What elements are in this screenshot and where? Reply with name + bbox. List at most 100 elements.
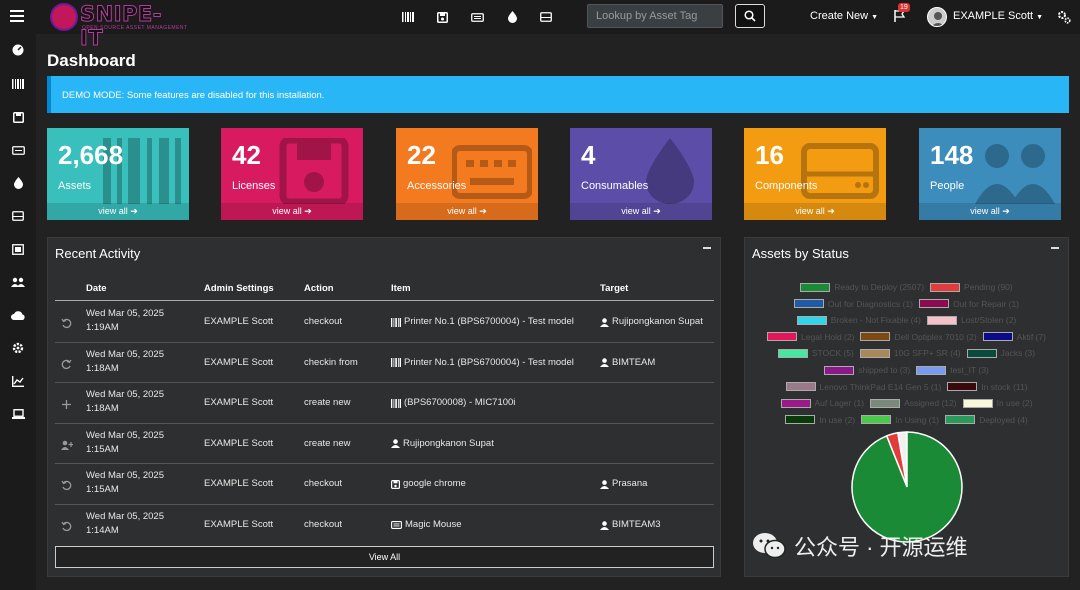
view-all-link[interactable]: view all ➔ xyxy=(919,203,1061,220)
legend-swatch xyxy=(780,398,811,408)
view-all-link[interactable]: view all ➔ xyxy=(744,203,886,220)
legend-item[interactable]: In stock (11) xyxy=(947,382,1027,392)
row-item[interactable]: (BPS6700008) - MIC7100i xyxy=(391,396,515,410)
column-header-date[interactable]: Date xyxy=(86,283,107,294)
assets-icon[interactable] xyxy=(400,9,416,25)
legend-swatch xyxy=(785,415,816,425)
legend-item[interactable]: Dell Optiplex 7010 (2) xyxy=(860,331,977,342)
legend-item[interactable]: Out for Repair (1) xyxy=(918,299,1019,309)
legend-label: Dell Optiplex 7010 (2) xyxy=(894,331,977,342)
row-item[interactable]: Magic Mouse xyxy=(391,518,462,532)
tile-assets[interactable]: 2,668 Assets view all ➔ xyxy=(47,128,189,220)
sidebar-import-cloud-icon[interactable] xyxy=(10,307,26,323)
legend-item[interactable]: Auf Lager (1) xyxy=(780,398,864,408)
column-header-action[interactable]: Action xyxy=(304,283,334,294)
collapse-minus-icon[interactable] xyxy=(703,247,711,249)
legend-item[interactable]: 10G SFP+ SR (4) xyxy=(859,348,961,358)
tile-people[interactable]: 148 People view all ➔ xyxy=(919,128,1061,220)
sidebar-consumables-icon[interactable] xyxy=(10,175,26,191)
legend-item[interactable]: Out for Diagnostics (1) xyxy=(793,299,913,309)
legend-item[interactable]: Pending (90) xyxy=(930,282,1013,292)
dashboard-icon[interactable] xyxy=(10,42,26,58)
column-header-admin[interactable]: Admin Settings xyxy=(204,283,274,294)
search-button[interactable] xyxy=(735,4,765,28)
licenses-icon[interactable] xyxy=(434,9,450,25)
user-menu-dropdown[interactable]: EXAMPLE Scott ▼ xyxy=(953,10,1043,22)
legend-item[interactable]: Broken - Not Fixable (4) xyxy=(796,315,921,325)
tile-count: 16 xyxy=(755,140,784,170)
tile-licenses[interactable]: 42 Licenses view all ➔ xyxy=(221,128,363,220)
accessories-icon[interactable] xyxy=(469,9,485,25)
view-all-link[interactable]: view all ➔ xyxy=(47,203,189,220)
row-admin[interactable]: EXAMPLE Scott xyxy=(204,437,274,449)
row-admin[interactable]: EXAMPLE Scott xyxy=(204,356,274,368)
sidebar-kits-icon[interactable] xyxy=(10,241,26,257)
legend-item[interactable]: Legal Hold (2) xyxy=(767,332,854,342)
user-avatar[interactable] xyxy=(927,7,947,27)
row-admin[interactable]: EXAMPLE Scott xyxy=(204,519,274,530)
row-target[interactable]: Rujipongkanon Supat xyxy=(600,315,703,329)
logo[interactable]: SNIPE-IT OPEN SOURCE ASSET MANAGEMENT xyxy=(50,2,187,51)
legend-item[interactable]: STOCK (5) xyxy=(777,348,854,359)
pie-slice-ready-to-deploy[interactable] xyxy=(851,431,963,543)
settings-cogs-icon[interactable] xyxy=(1057,10,1071,24)
consumables-icon[interactable] xyxy=(504,9,520,25)
caret-down-icon: ▼ xyxy=(1036,14,1044,21)
asset-tag-search-input[interactable]: Lookup by Asset Tag xyxy=(587,4,723,28)
legend-item[interactable]: test_IT (3) xyxy=(916,365,989,375)
legend-item[interactable]: Assigned (12) xyxy=(870,398,957,408)
column-header-target[interactable]: Target xyxy=(600,283,629,294)
barcode-icon xyxy=(391,398,401,408)
sidebar-components-icon[interactable] xyxy=(10,208,26,224)
barcode-icon xyxy=(391,358,401,368)
sidebar-accessories-icon[interactable] xyxy=(10,142,26,158)
tile-accessories[interactable]: 22 Accessories view all ➔ xyxy=(396,128,538,220)
user-plus-icon xyxy=(61,438,73,450)
legend-item[interactable]: Aktif (7) xyxy=(982,332,1046,342)
tile-components[interactable]: 16 Components view all ➔ xyxy=(744,128,886,220)
row-item[interactable]: Printer No.1 (BPS6700004) - Test model xyxy=(391,356,574,370)
row-date: Wed Mar 05, 2025 1:18AM xyxy=(86,348,164,374)
row-action: create new xyxy=(304,437,351,449)
sidebar-assets-icon[interactable] xyxy=(10,76,26,92)
row-admin[interactable]: EXAMPLE Scott xyxy=(204,397,274,409)
legend-item[interactable]: In Using (1) xyxy=(861,415,939,425)
row-admin[interactable]: EXAMPLE Scott xyxy=(204,316,274,327)
view-all-link[interactable]: view all ➔ xyxy=(221,203,363,220)
sidebar-reports-icon[interactable] xyxy=(10,373,26,389)
create-new-dropdown[interactable]: Create New ▼ xyxy=(810,10,878,22)
legend-item[interactable]: Jacks (3) xyxy=(966,348,1035,358)
sidebar-licenses-icon[interactable] xyxy=(10,109,26,125)
legend-label: STOCK (5) xyxy=(811,348,854,359)
legend-item[interactable]: Lost/Stolen (2) xyxy=(926,315,1016,325)
view-all-link[interactable]: view all ➔ xyxy=(396,203,538,220)
tile-count: 4 xyxy=(581,140,596,170)
sidebar-toggle-icon[interactable] xyxy=(10,10,24,22)
row-admin[interactable]: EXAMPLE Scott xyxy=(204,478,274,490)
tile-count: 148 xyxy=(930,140,974,170)
row-item[interactable]: Rujipongkanon Supat xyxy=(391,437,494,451)
view-all-link[interactable]: view all ➔ xyxy=(570,203,712,220)
hdd-icon xyxy=(800,138,880,204)
row-target[interactable]: BIMTEAM3 xyxy=(600,518,661,532)
column-header-item[interactable]: Item xyxy=(391,283,411,294)
row-target[interactable]: BIMTEAM xyxy=(600,356,655,370)
legend-item[interactable]: Deployed (4) xyxy=(945,415,1028,425)
sidebar-settings-icon[interactable] xyxy=(10,340,26,356)
legend-item[interactable]: Ready to Deploy (2507) xyxy=(800,282,924,292)
legend-item[interactable]: In use (2) xyxy=(785,415,855,425)
collapse-minus-icon[interactable] xyxy=(1051,247,1059,249)
legend-item[interactable]: Lenovo ThinkPad E14 Gen 5 (1) xyxy=(785,382,941,392)
legend-swatch xyxy=(860,332,891,342)
sidebar-people-icon[interactable] xyxy=(10,274,26,290)
legend-item[interactable]: In use (2) xyxy=(962,398,1032,408)
components-icon[interactable] xyxy=(538,9,554,25)
row-item[interactable]: Printer No.1 (BPS6700004) - Test model xyxy=(391,315,574,329)
sidebar-laptop-icon[interactable] xyxy=(10,406,26,422)
user-icon xyxy=(600,317,609,327)
row-target[interactable]: Prasana xyxy=(600,477,647,491)
row-item[interactable]: google chrome xyxy=(391,477,466,491)
view-all-button[interactable]: View All xyxy=(55,546,714,568)
tile-consumables[interactable]: 4 Consumables view all ➔ xyxy=(570,128,712,220)
legend-item[interactable]: shipped to (3) xyxy=(824,365,910,375)
